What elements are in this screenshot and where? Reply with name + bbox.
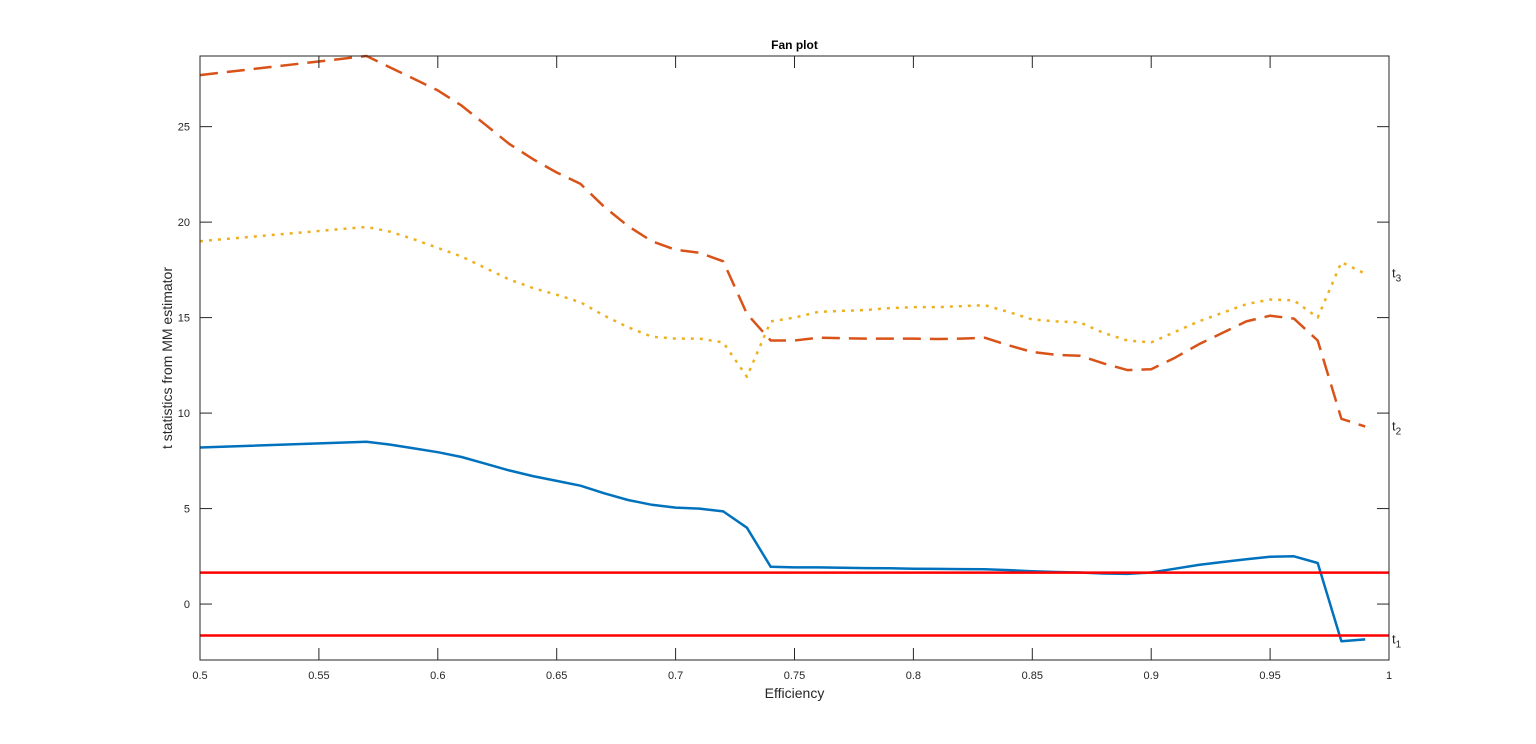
y-tick-label: 20 (178, 217, 190, 229)
x-tick-label: 0.75 (784, 670, 805, 682)
series-label-t1: t1 (1392, 631, 1402, 650)
axes-box (199, 55, 1390, 661)
series-line-t1 (199, 440, 1366, 643)
y-tick-label: 5 (184, 504, 190, 516)
x-tick-label: 0.6 (430, 670, 445, 682)
x-axis-label: Efficiency (765, 685, 825, 701)
series-labels: t1 t2 t3 (1392, 266, 1402, 651)
series-label-t3: t3 (1392, 266, 1402, 285)
x-tick-label: 0.7 (668, 670, 683, 682)
y-axis-label: t statistics from MM estimator (159, 267, 175, 449)
x-tick-label: 0.8 (906, 670, 921, 682)
x-tick-label: 0.95 (1259, 670, 1280, 682)
chart-title: Fan plot (771, 38, 818, 52)
x-tick-label: 0.85 (1022, 670, 1043, 682)
axis-ticks: 0.5 0.55 0.6 0.65 0.7 0.75 0.8 0.85 0.9 0.95 10510… (178, 56, 1392, 682)
x-tick-label: 1 (1386, 670, 1392, 682)
y-tick-label: 0 (184, 599, 190, 611)
y-tick-label: 10 (178, 408, 190, 420)
x-tick-label: 0.65 (546, 670, 567, 682)
y-tick-label: 15 (178, 313, 190, 325)
series-label-t2: t2 (1392, 418, 1402, 437)
x-tick-label: 0.9 (1144, 670, 1159, 682)
series-line-t2 (199, 54, 1366, 428)
series-line-t3 (199, 225, 1366, 379)
x-tick-label: 0.5 (192, 670, 207, 682)
y-tick-label: 25 (178, 122, 190, 134)
plot-area (199, 54, 1389, 643)
x-tick-label: 0.55 (308, 670, 329, 682)
